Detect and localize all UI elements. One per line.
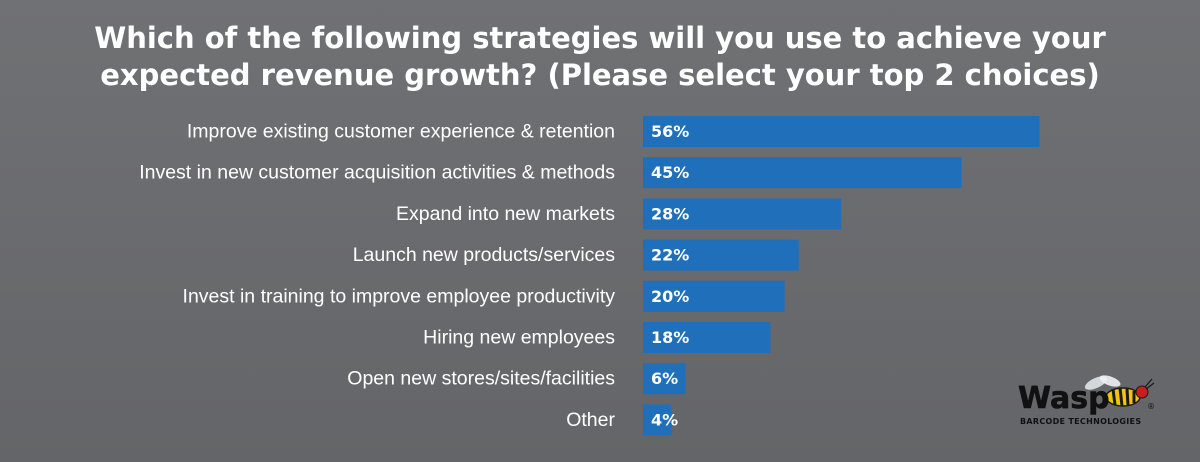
- value-label: 28%: [651, 204, 689, 223]
- bar: [643, 404, 672, 436]
- logo-wordmark: Wasp: [1018, 381, 1110, 416]
- category-label: Open new stores/sites/facilities: [347, 368, 615, 390]
- category-label: Invest in training to improve employee p…: [183, 285, 616, 307]
- chart-title: Which of the following strategies will y…: [94, 21, 1106, 92]
- value-label: 18%: [651, 328, 689, 347]
- category-label: Launch new products/services: [353, 244, 616, 266]
- category-label: Invest in new customer acquisition activ…: [139, 162, 615, 184]
- bar: [643, 198, 842, 230]
- logo-tagline: BARCODE TECHNOLOGIES: [1020, 417, 1141, 426]
- wasp-icon: [1084, 375, 1155, 407]
- value-label: 22%: [651, 246, 689, 265]
- bar: [643, 157, 962, 189]
- value-label: 20%: [651, 287, 689, 306]
- bar: [643, 363, 686, 395]
- bar: [643, 322, 771, 353]
- value-label: 56%: [651, 122, 689, 141]
- logo-registered-mark: ®: [1147, 402, 1155, 411]
- value-label: 6%: [651, 369, 678, 388]
- value-label: 45%: [651, 163, 689, 182]
- value-label: 4%: [651, 410, 678, 429]
- wasp-logo: Wasp ® BARCODE TECHNOLOGIES: [1018, 375, 1155, 426]
- category-label: Improve existing customer experience & r…: [187, 121, 615, 143]
- bar: [643, 116, 1040, 147]
- category-label: Hiring new employees: [423, 327, 615, 349]
- bar: [643, 239, 799, 271]
- bar: [643, 280, 785, 312]
- category-label: Other: [566, 409, 615, 431]
- category-label: Expand into new markets: [396, 203, 615, 225]
